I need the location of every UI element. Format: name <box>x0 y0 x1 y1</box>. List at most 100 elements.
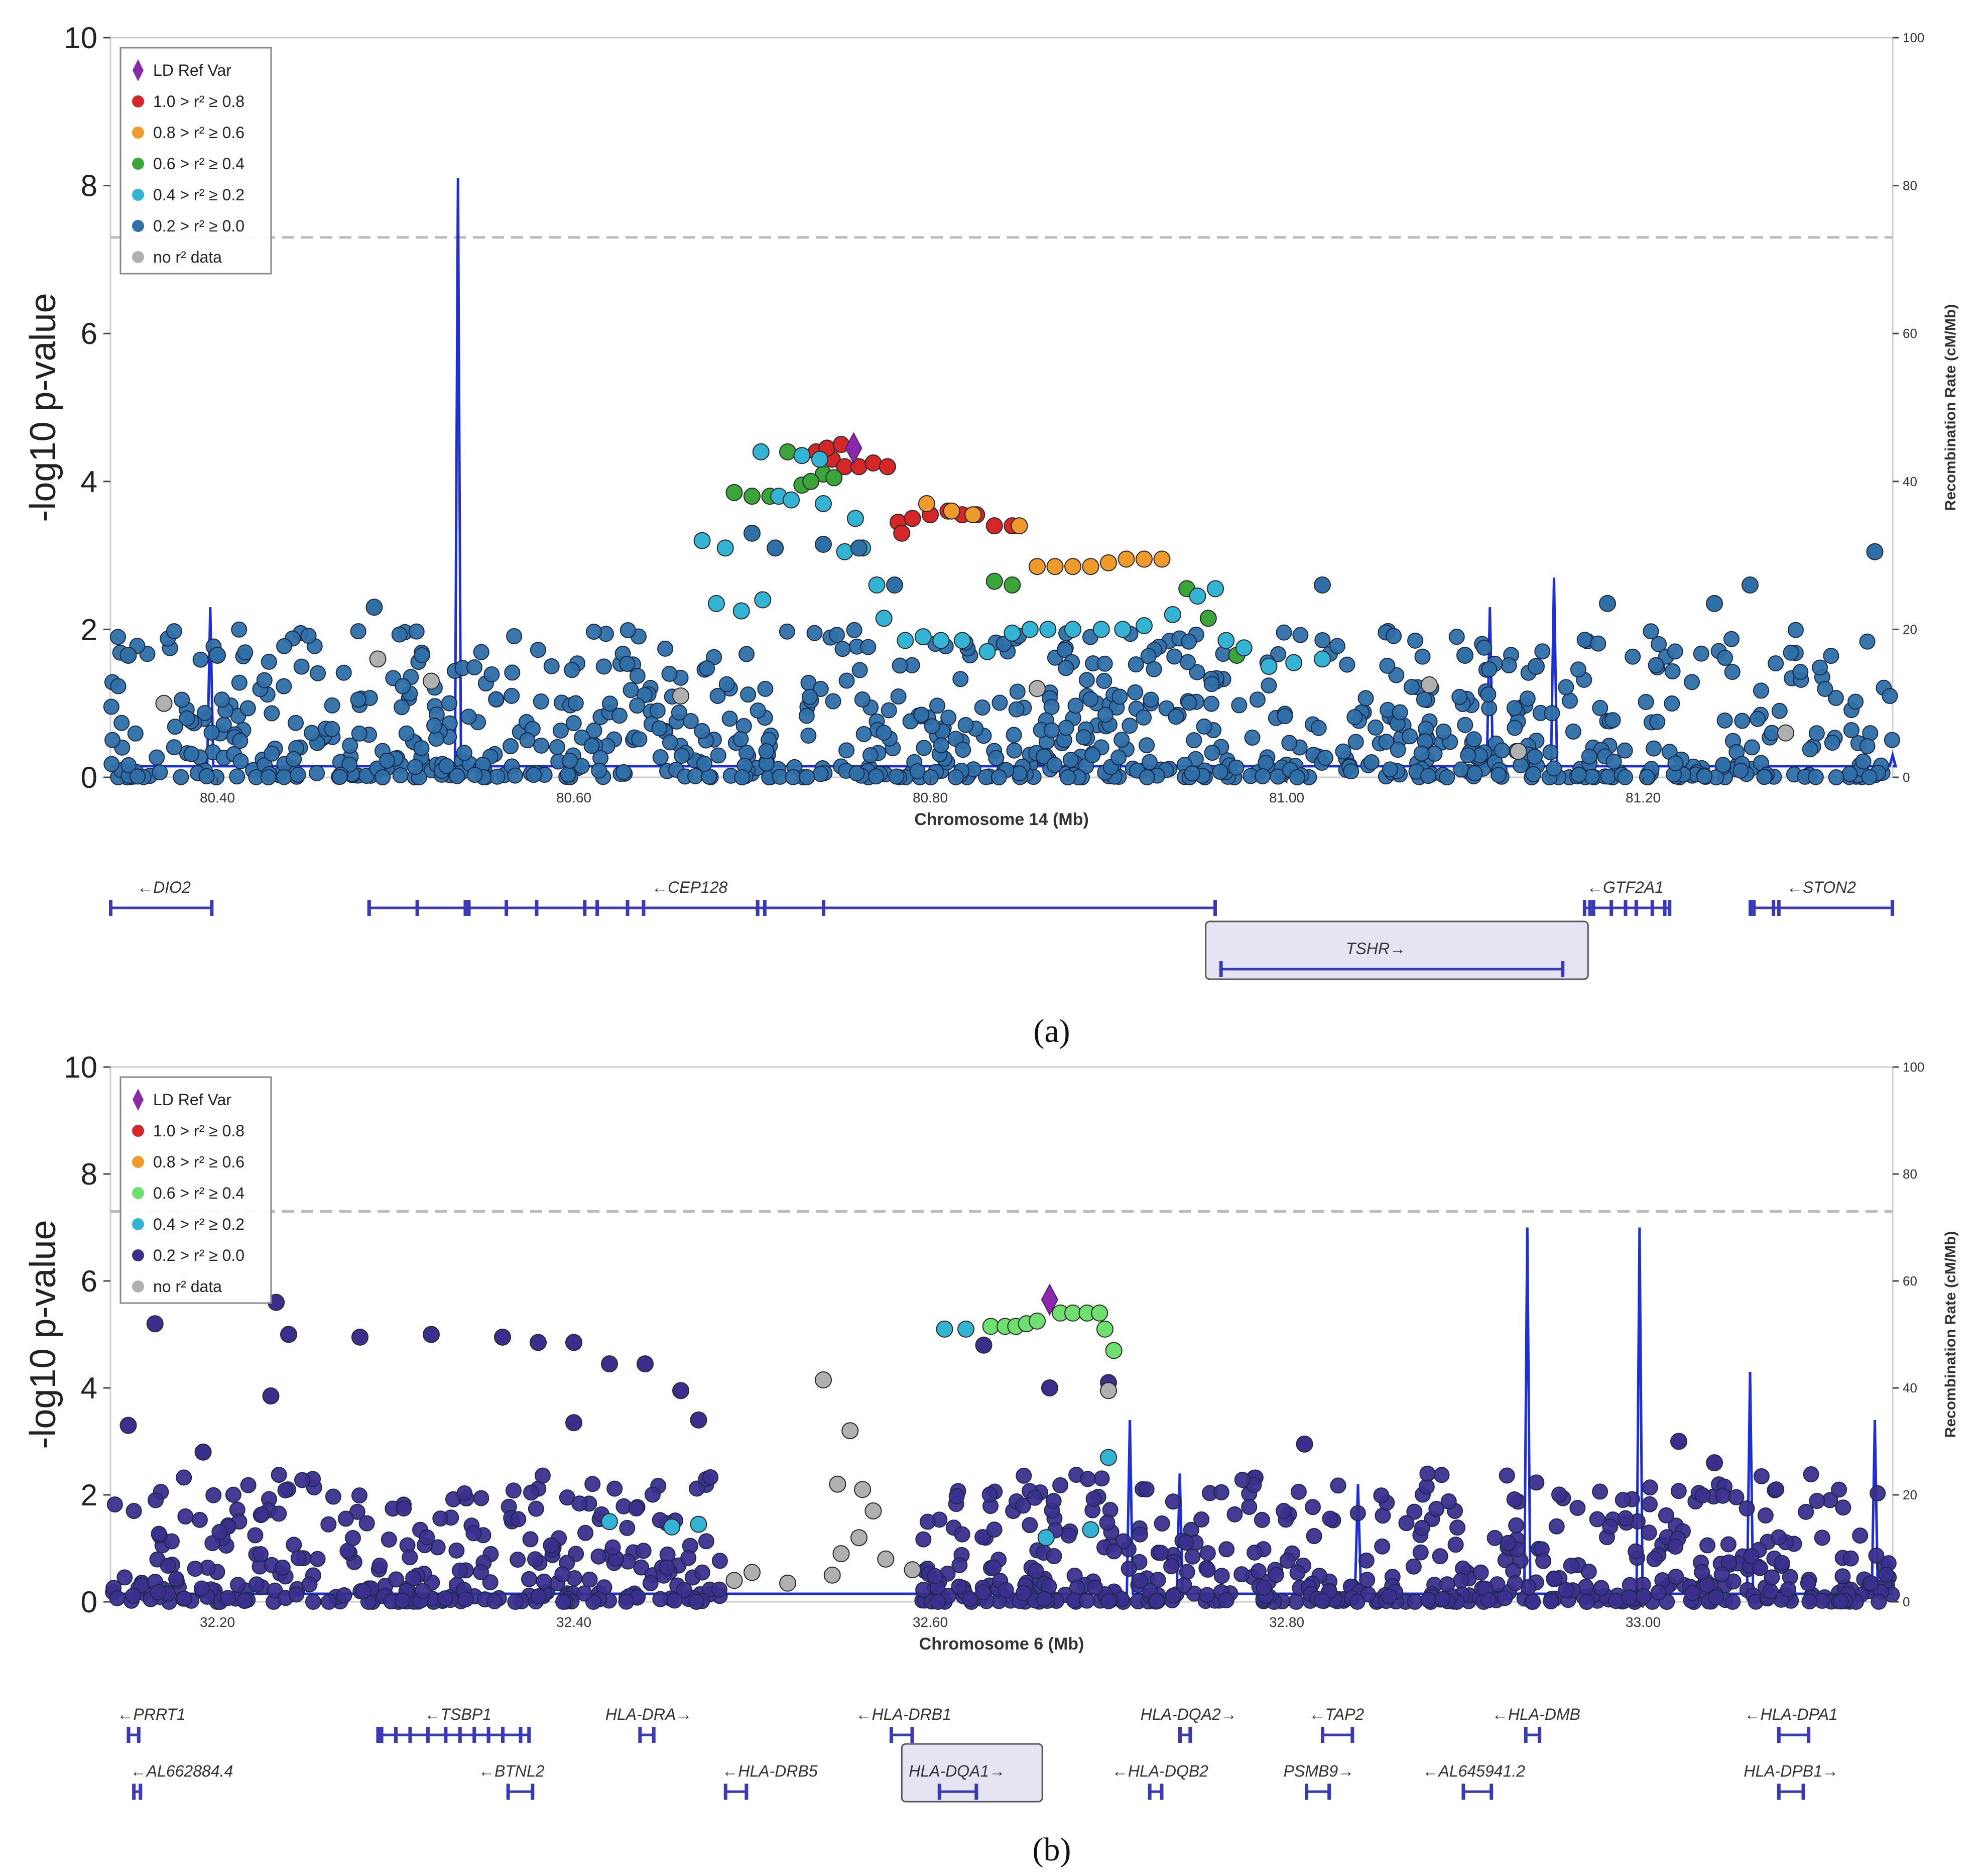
x-tick-label: 81.00 <box>1269 790 1304 805</box>
variant-point <box>904 510 921 527</box>
variant-point <box>1207 580 1224 598</box>
legend-box <box>119 47 272 275</box>
variant-point <box>1114 621 1132 638</box>
background-variant-point <box>628 1500 645 1516</box>
background-variant-point <box>892 657 908 674</box>
gene-exon <box>1305 1784 1309 1800</box>
background-variant-point <box>1847 693 1864 710</box>
background-variant-point <box>1871 1593 1887 1610</box>
legend: LD Ref Var 1.0 > r² ≥ 0.8 0.8 > r² ≥ 0.6 0.… <box>119 47 272 275</box>
variant-point <box>693 532 711 549</box>
variant-point <box>802 473 820 490</box>
background-variant-point <box>1199 1561 1216 1578</box>
variant-point <box>767 539 784 557</box>
y-tick-label: 2 <box>81 1478 97 1512</box>
gene-exon <box>1561 961 1565 977</box>
background-variant-point <box>1110 749 1127 766</box>
background-variant-point <box>304 725 320 741</box>
background-variant-point <box>1420 1592 1437 1608</box>
background-variant-point <box>1604 712 1621 729</box>
background-variant-point <box>1762 1583 1779 1599</box>
gene-exon <box>1807 1727 1811 1743</box>
background-variant-point <box>1480 1592 1497 1608</box>
variant-point <box>1285 654 1303 671</box>
background-variant-point <box>391 626 408 643</box>
gene: ←TSBP1 <box>376 1705 531 1743</box>
background-variant-point <box>750 702 766 719</box>
background-variant-point <box>166 623 182 640</box>
variant-point <box>815 536 832 553</box>
x-tick-label: 32.80 <box>1269 1614 1304 1630</box>
variant-point <box>1064 1304 1081 1322</box>
background-variant-point <box>1079 1592 1095 1609</box>
background-variant-point <box>951 1557 968 1573</box>
background-variant-point <box>110 678 127 694</box>
legend-label: 0.2 > r² ≥ 0.0 <box>153 1246 244 1264</box>
legend-dot-symbol <box>132 1125 144 1137</box>
variant-point <box>601 1355 618 1373</box>
x-tick-label: 80.40 <box>200 790 235 805</box>
background-variant-point <box>957 717 974 733</box>
background-variant-point <box>309 1551 326 1567</box>
background-variant-point <box>1132 1572 1148 1589</box>
background-variant-point <box>1281 735 1298 751</box>
variant-point <box>725 484 743 501</box>
background-variant-point <box>642 1575 659 1591</box>
legend-dot-symbol <box>132 1187 144 1199</box>
background-variant-point <box>562 753 578 769</box>
background-variant-point <box>1276 624 1292 641</box>
variant-point <box>209 646 226 664</box>
background-variant-point <box>929 697 946 714</box>
background-variant-point <box>1590 635 1606 652</box>
background-variant-point <box>205 1487 222 1503</box>
background-variant-point <box>415 1583 431 1599</box>
variant-point <box>953 632 971 649</box>
background-variant-point <box>834 641 851 657</box>
background-variant-point <box>106 1496 123 1513</box>
gene-exon <box>506 1784 510 1800</box>
background-variant-cloud <box>103 621 1900 785</box>
background-variant-point <box>1097 707 1113 723</box>
background-variant-point <box>676 1582 693 1598</box>
background-variant-point <box>1127 684 1144 700</box>
background-variant-point <box>1213 1568 1230 1584</box>
gene-exon <box>426 1727 430 1743</box>
background-variant-point <box>1346 709 1363 726</box>
variant-point <box>1670 1433 1687 1450</box>
background-variant-point <box>1667 755 1684 772</box>
y-tick-label: 10 <box>64 1050 97 1084</box>
variant-point <box>423 672 440 690</box>
background-variant-point <box>1569 1499 1586 1516</box>
variant-point <box>423 1326 440 1343</box>
gene-exon <box>132 1784 136 1800</box>
background-variant-point <box>1466 765 1483 781</box>
background-variant-point <box>1028 1563 1044 1579</box>
background-variant-point <box>1306 1528 1322 1545</box>
background-variant-point <box>1390 742 1406 758</box>
background-variant-point <box>662 734 678 751</box>
background-variant-point <box>1096 673 1112 689</box>
background-variant-point <box>649 702 666 719</box>
background-variant-point <box>1258 755 1274 771</box>
background-variant-point <box>465 1525 482 1542</box>
background-variant-point <box>1373 1487 1390 1504</box>
background-variant-point <box>1100 1593 1117 1609</box>
background-variant-point <box>618 1593 635 1610</box>
background-variant-point <box>277 1482 294 1498</box>
gene-label: ←PRRT1 <box>117 1705 185 1723</box>
background-variant-point <box>1519 690 1536 707</box>
background-variant-point <box>1121 1561 1137 1577</box>
background-variant-point <box>1128 656 1144 673</box>
background-variant-point <box>1714 1487 1731 1504</box>
gene-label: ←TAP2 <box>1309 1705 1365 1723</box>
gene-exon <box>1327 1784 1331 1800</box>
variant-point <box>672 687 689 705</box>
variant-point <box>982 1318 1000 1335</box>
variant-point <box>943 502 960 520</box>
variant-point <box>846 510 864 527</box>
background-variant-point <box>1189 664 1205 680</box>
gene: ←PRRT1 <box>117 1705 186 1743</box>
background-variant-point <box>1734 713 1751 729</box>
variant-point <box>1456 646 1473 664</box>
gene-exon <box>376 1727 380 1743</box>
